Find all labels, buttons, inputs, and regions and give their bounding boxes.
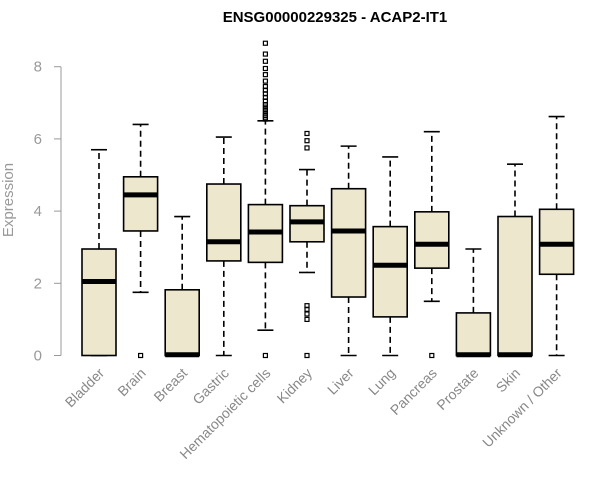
x-tick-label: Skin xyxy=(493,365,524,396)
box-iqr xyxy=(122,176,159,232)
outlier-point xyxy=(429,352,435,359)
box-iqr xyxy=(81,248,117,357)
outlier-point xyxy=(138,352,144,359)
x-tick-label: Breast xyxy=(150,365,190,405)
y-tick-label: 0 xyxy=(34,348,42,365)
box-gastric xyxy=(206,136,242,357)
outlier-point xyxy=(262,110,268,116)
outlier-point xyxy=(262,352,268,359)
boxes-group xyxy=(81,40,575,359)
box-skin xyxy=(497,163,533,358)
y-tick-label: 6 xyxy=(34,131,42,148)
outlier-point xyxy=(304,130,310,137)
x-tick-label: Kidney xyxy=(274,365,316,407)
box-iqr xyxy=(538,208,575,276)
outlier-point xyxy=(304,316,310,322)
box-breast xyxy=(164,215,200,358)
outlier-point xyxy=(304,138,310,144)
box-bladder xyxy=(81,148,117,357)
box-hematopoietic-cells xyxy=(247,40,284,359)
outlier-point xyxy=(262,107,268,113)
outlier-point xyxy=(304,311,310,317)
outlier-point xyxy=(304,303,310,309)
box-iqr xyxy=(372,225,409,318)
outlier-point xyxy=(262,51,268,57)
outlier-point xyxy=(262,78,268,84)
box-unknown-other xyxy=(538,115,575,357)
box-iqr xyxy=(413,211,450,269)
x-tick-label: Unknown / Other xyxy=(479,365,565,451)
outlier-point xyxy=(304,352,310,359)
y-tick-label: 4 xyxy=(34,203,42,220)
box-pancreas xyxy=(413,130,450,359)
y-axis-label: Expression xyxy=(0,163,17,237)
outlier-point xyxy=(262,83,268,90)
box-iqr xyxy=(206,183,242,262)
y-tick-label: 8 xyxy=(34,59,42,76)
x-tick-label: Brain xyxy=(114,365,148,399)
box-iqr xyxy=(497,215,533,357)
box-iqr xyxy=(164,288,200,357)
x-tick-label: Lung xyxy=(365,365,398,398)
outlier-point xyxy=(304,145,310,151)
box-prostate xyxy=(455,248,492,358)
box-lung xyxy=(372,156,409,357)
chart-title: ENSG00000229325 - ACAP2-IT1 xyxy=(223,9,448,26)
outlier-point xyxy=(262,72,268,78)
box-iqr xyxy=(455,312,492,357)
outlier-point xyxy=(262,58,268,64)
outlier-point xyxy=(262,65,268,72)
y-axis: 0 2 4 6 8 xyxy=(34,59,62,365)
box-liver xyxy=(330,145,367,357)
box-kidney xyxy=(289,130,325,359)
x-tick-label: Liver xyxy=(324,365,357,398)
box-brain xyxy=(122,123,159,359)
outlier-point xyxy=(262,40,268,46)
box-iqr xyxy=(330,187,367,298)
x-tick-label: Bladder xyxy=(62,365,108,411)
x-tick-label: Prostate xyxy=(433,365,481,413)
y-tick-label: 2 xyxy=(34,275,42,292)
